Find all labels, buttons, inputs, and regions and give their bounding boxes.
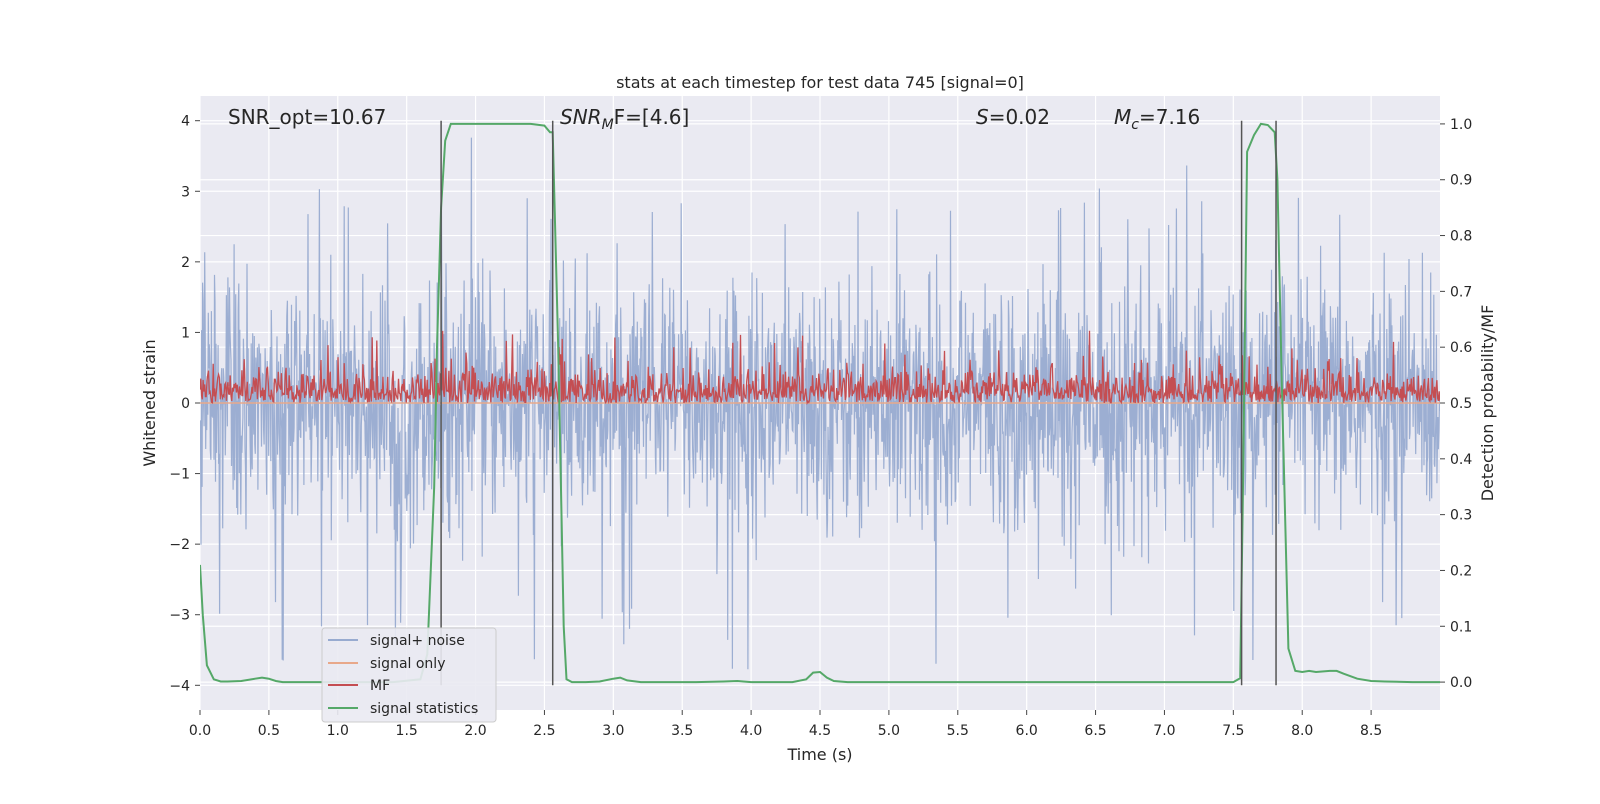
x-tick-label: 0.0 [189,723,211,739]
vertical-markers [440,120,1277,686]
y-right-tick-label: 0.6 [1450,340,1472,356]
axes: 0.0 0.5 1.0 1.5 2.0 2.5 3.0 3.5 4.0 4.5 5.0 5.5 6.0 6… [169,114,1472,739]
y-tick-label: −3 [169,608,190,624]
series-layer [200,122,1440,684]
y-tick-label: −2 [169,537,190,553]
x-tick-label: 2.0 [464,723,486,739]
x-tick-label: 1.0 [327,723,349,739]
x-tick-label: 8.0 [1291,723,1313,739]
annotation-mc: Mc=7.16 [1114,105,1200,133]
y-right-tick-label: 0.5 [1450,396,1472,412]
y-axis-label-left: Whitened strain [140,339,159,466]
legend-label-signal-only: signal only [370,656,445,672]
x-tick-label: 4.5 [809,723,831,739]
annotation-s: S=0.02 [976,105,1050,129]
y-right-tick-label: 0.3 [1450,508,1472,524]
x-tick-label: 6.5 [1084,723,1106,739]
x-tick-label: 8.5 [1360,723,1382,739]
y-tick-label: −4 [169,678,190,694]
legend: signal+ noise signal only MF signal stat… [321,627,497,723]
legend-label-mf: MF [370,678,390,694]
x-tick-label: 5.5 [947,723,969,739]
y-right-tick-label: 0.0 [1450,675,1472,691]
y-tick-label: 1 [181,325,190,341]
legend-label-signal-statistics: signal statistics [370,701,478,717]
legend-label-signal-noise: signal+ noise [370,633,465,649]
annotation-snr-opt: SNR_opt=10.67 [228,105,386,129]
y-right-tick-label: 0.4 [1450,452,1472,468]
x-tick-label: 2.5 [533,723,555,739]
x-tick-label: 3.0 [602,723,624,739]
x-tick-label: 1.5 [396,723,418,739]
y-axis-label-right: Detection probability/MF [1478,305,1497,502]
x-tick-label: 0.5 [258,723,280,739]
y-tick-label: 0 [181,396,190,412]
series-signal-noise [200,137,1440,670]
y-right-tick-label: 0.9 [1450,173,1472,189]
y-tick-label: −1 [169,467,190,483]
x-axis-label: Time (s) [786,745,852,764]
legend-box [321,627,497,723]
y-right-tick-label: 0.7 [1450,284,1472,300]
series-mf [200,330,1440,406]
y-right-tick-label: 1.0 [1450,117,1472,133]
x-tick-label: 7.0 [1153,723,1175,739]
y-right-tick-label: 0.1 [1450,619,1472,635]
x-tick-label: 6.0 [1016,723,1038,739]
y-tick-label: 3 [181,184,190,200]
y-right-tick-label: 0.2 [1450,563,1472,579]
y-tick-label: 2 [181,255,190,271]
x-tick-label: 7.5 [1222,723,1244,739]
y-tick-label: 4 [181,114,190,130]
y-right-tick-label: 0.8 [1450,229,1472,245]
annotation-snr-mf: SNRMF=[4.6] [560,105,689,133]
series-signal-statistics [200,122,1440,684]
x-tick-label: 4.0 [740,723,762,739]
x-tick-label: 5.0 [878,723,900,739]
x-tick-label: 3.5 [671,723,693,739]
chart-title: stats at each timestep for test data 745… [616,73,1024,92]
